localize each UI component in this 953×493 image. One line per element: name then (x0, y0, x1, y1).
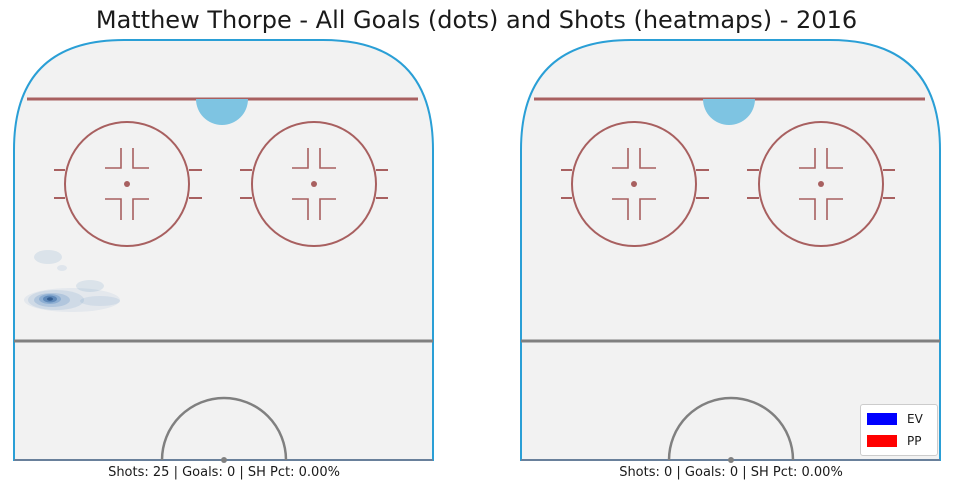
rink-right (520, 39, 941, 463)
legend-item-pp: PP (867, 434, 921, 448)
left-panel-caption: Shots: 25 | Goals: 0 | SH Pct: 0.00% (108, 465, 340, 480)
rink-right-goal-crease (703, 99, 755, 125)
rink-left (13, 39, 434, 463)
rink-left-faceoff-circle-right (240, 121, 388, 247)
rink-left-center-circle (160, 396, 288, 461)
legend-item-ev: EV (867, 412, 923, 426)
rink-right-ice (520, 39, 941, 461)
legend-swatch-ev (867, 413, 897, 425)
rink-right-center-circle (667, 396, 795, 461)
rink-right-center-dot (728, 457, 734, 463)
rink-left-shot-heatmap (24, 250, 120, 312)
right-panel-caption: Shots: 0 | Goals: 0 | SH Pct: 0.00% (619, 465, 843, 480)
rink-left-center-dot (221, 457, 227, 463)
chart-title: Matthew Thorpe - All Goals (dots) and Sh… (95, 6, 858, 34)
rink-right-faceoff-circle-left (561, 121, 709, 247)
legend-label-pp: PP (907, 434, 922, 448)
rink-right-faceoff-circle-right (747, 121, 895, 247)
legend-swatch-pp (867, 435, 897, 447)
legend: EV PP (860, 404, 938, 456)
rink-left-goal-crease (196, 99, 248, 125)
legend-label-ev: EV (907, 412, 923, 426)
rink-left-ice (13, 39, 434, 461)
rink-left-faceoff-circle-left (54, 121, 202, 247)
